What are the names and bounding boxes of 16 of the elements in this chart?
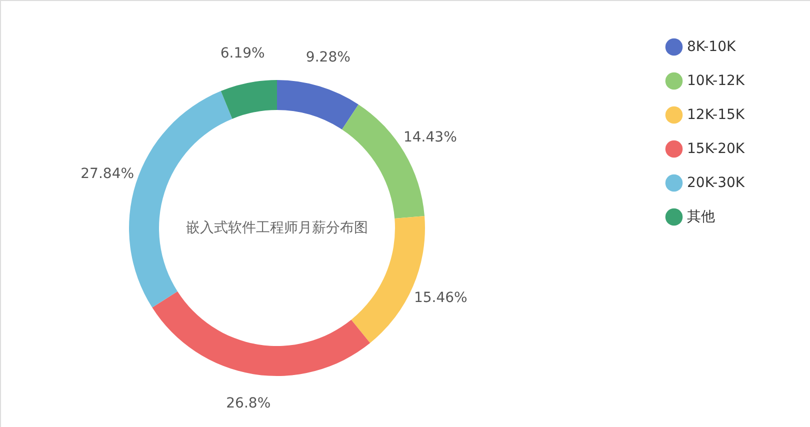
text: 嵌入式软件工程师月薪分布图 <box>186 220 368 236</box>
data-label: 9.28% <box>306 50 350 66</box>
legend-label: 10K-12K <box>687 73 746 89</box>
legend-label: 8K-10K <box>687 39 736 55</box>
data-label: 15.46% <box>414 290 468 306</box>
legend-label: 20K-30K <box>687 175 746 191</box>
donut-slice <box>220 80 277 119</box>
legend-label: 12K-15K <box>687 107 746 123</box>
data-label: 26.8% <box>226 396 271 412</box>
donut-slice <box>277 80 358 130</box>
data-label: 14.43% <box>403 129 457 146</box>
legend-label: 其他 <box>687 209 715 225</box>
data-label: 6.19% <box>220 45 265 62</box>
data-label: 27.84% <box>80 166 134 182</box>
donut-slice <box>152 291 370 376</box>
legend-label: 15K-20K <box>687 141 746 157</box>
